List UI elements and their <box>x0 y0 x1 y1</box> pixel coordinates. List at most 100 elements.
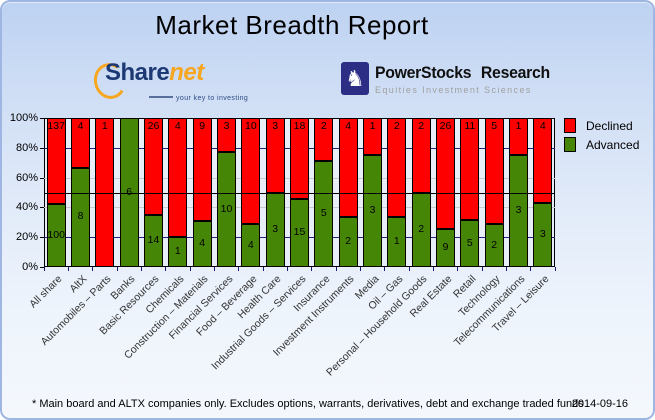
bar-value-label-advanced: 2 <box>491 238 498 251</box>
x-axis-tick <box>554 267 556 271</box>
bar-value-label-advanced: 3 <box>369 204 376 217</box>
page-title: Market Breadth Report <box>155 10 429 40</box>
powerstocks-logo: ♞ PowerStocks Research Equities Investme… <box>341 62 563 102</box>
bar-value-label-advanced: 5 <box>466 236 473 249</box>
bar-advanced-segment <box>338 217 358 267</box>
bar-value-label-advanced: 14 <box>147 233 160 246</box>
bar-value-label-declined: 3 <box>272 120 279 132</box>
bar-value-label-advanced: 10 <box>220 202 233 215</box>
bar-advanced-segment <box>168 237 188 267</box>
y-axis-label: 60% <box>15 171 38 184</box>
bar-value-label-declined: 137 <box>47 120 65 132</box>
bar-value-label-declined: 1 <box>101 120 108 132</box>
x-axis-tick <box>359 267 361 271</box>
bar-declined-segment <box>290 118 309 200</box>
sharenet-tagline: your key to investing <box>176 95 249 102</box>
y-axis-tick <box>40 207 44 209</box>
x-axis-tick <box>140 267 142 271</box>
bar-value-label-declined: 2 <box>320 120 327 132</box>
bar-declined-segment <box>192 118 212 222</box>
x-axis-tick <box>408 267 410 271</box>
bar-advanced-segment <box>144 214 163 267</box>
bar-advanced-segment <box>71 167 90 267</box>
bar-value-label-advanced: 100 <box>47 228 65 241</box>
bar-value-label-advanced: 6 <box>126 185 133 198</box>
bar-value-label-declined: 11 <box>464 120 476 132</box>
bar-value-label-declined: 26 <box>439 120 452 132</box>
x-axis-tick <box>116 267 118 271</box>
bar-advanced-segment <box>46 204 66 267</box>
bar-value-label-advanced: 15 <box>293 226 306 239</box>
bar-declined-segment <box>460 118 480 221</box>
bar-declined-segment <box>387 118 407 218</box>
bar-value-label-declined: 26 <box>147 120 160 132</box>
bar-declined-segment <box>265 118 285 193</box>
x-axis-tick <box>43 267 45 271</box>
bar-value-label-advanced: 3 <box>272 222 279 235</box>
x-axis-tick <box>335 267 337 271</box>
x-axis-tick <box>384 267 386 271</box>
x-axis-tick <box>238 267 240 271</box>
bar-advanced-segment <box>363 155 382 267</box>
legend: Declined Advanced <box>564 118 639 156</box>
y-axis-tick <box>40 147 44 149</box>
y-axis-label: 80% <box>15 141 38 154</box>
report-date: 2014-09-16 <box>571 398 628 410</box>
legend-item-advanced: Advanced <box>564 137 639 152</box>
bar-value-label-declined: 2 <box>393 120 400 132</box>
x-axis-tick <box>262 267 264 271</box>
bar-value-label-advanced: 1 <box>174 245 181 258</box>
bar-advanced-segment <box>387 217 407 267</box>
x-axis-tick <box>432 267 434 271</box>
sharenet-wordmark-net: net <box>169 59 204 86</box>
bar-value-label-declined: 18 <box>293 120 306 132</box>
footer: * Main board and ALTX companies only. Ex… <box>2 395 653 415</box>
y-axis-tick <box>40 177 44 179</box>
bar-value-label-declined: 5 <box>491 120 498 132</box>
bar-value-label-advanced: 2 <box>418 222 425 235</box>
bar-value-label-declined: 4 <box>174 120 181 132</box>
reference-line-50pct <box>44 192 555 194</box>
bar-declined-segment <box>314 118 334 161</box>
legend-label: Advanced <box>586 137 640 152</box>
bar-value-label-advanced: 5 <box>320 206 327 219</box>
x-axis-tick <box>67 267 69 271</box>
bar-value-label-advanced: 3 <box>515 204 522 217</box>
bar-value-label-declined: 2 <box>418 120 425 132</box>
y-axis-label: 100% <box>9 112 38 124</box>
legend-label: Declined <box>586 118 633 133</box>
tagline-rule <box>149 96 173 98</box>
x-axis-tick <box>457 267 459 271</box>
y-axis-tick <box>40 237 44 239</box>
x-axis-tick <box>213 267 215 271</box>
bar-declined-segment <box>71 118 90 168</box>
x-axis-tick <box>189 267 191 271</box>
bar-value-label-advanced: 4 <box>199 237 206 250</box>
y-axis-tick <box>40 118 44 119</box>
bar-advanced-segment <box>217 152 236 267</box>
bar-value-label-advanced: 1 <box>393 235 400 248</box>
bar-declined-segment <box>363 118 382 156</box>
bar-declined-segment <box>217 118 236 153</box>
x-axis-tick <box>505 267 507 271</box>
y-axis-label: 0% <box>22 261 38 273</box>
bar-value-label-declined: 4 <box>77 120 84 132</box>
y-axis-label: 20% <box>15 231 38 244</box>
bar-value-label-advanced: 4 <box>247 238 254 251</box>
legend-item-declined: Declined <box>564 118 639 133</box>
bar-declined-segment <box>484 118 504 225</box>
powerstocks-wordmark: PowerStocks Research <box>375 63 550 82</box>
declined-swatch <box>564 118 576 133</box>
bar-advanced-segment <box>290 199 309 267</box>
x-axis-tick <box>530 267 532 271</box>
x-axis-tick <box>92 267 94 271</box>
bar-declined-segment <box>533 118 553 204</box>
bar-value-label-declined: 4 <box>539 120 546 132</box>
bar-value-label-advanced: 8 <box>77 210 84 223</box>
bar-value-label-advanced: 3 <box>539 228 546 241</box>
y-axis-tick <box>40 267 44 268</box>
bar-advanced-segment <box>460 220 480 267</box>
y-axis-label: 40% <box>15 201 38 214</box>
